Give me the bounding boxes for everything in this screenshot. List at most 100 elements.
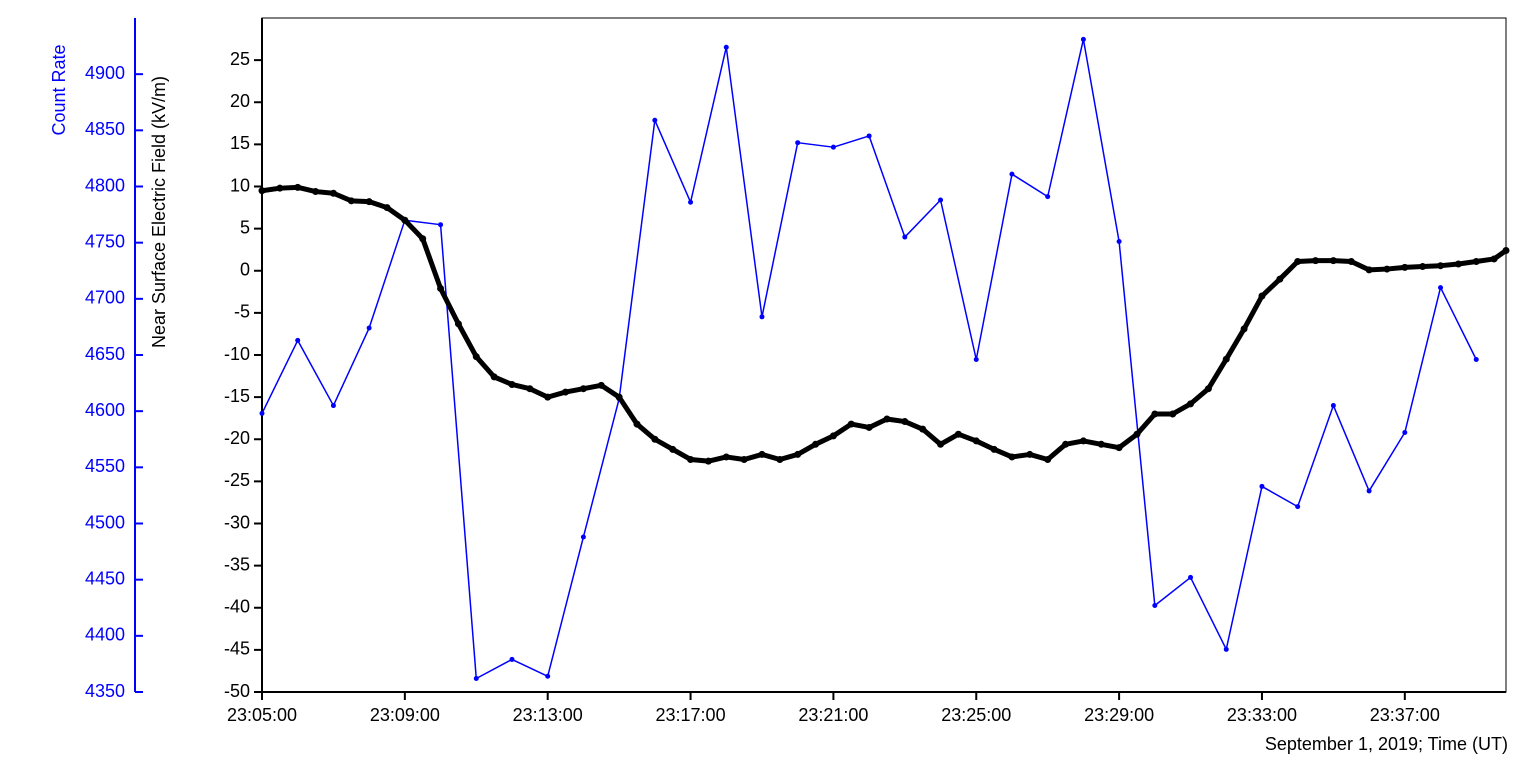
- data-point: [1330, 403, 1336, 409]
- data-point: [544, 393, 552, 401]
- data-point: [1079, 437, 1087, 445]
- data-point: [1437, 262, 1445, 270]
- data-point: [276, 184, 284, 192]
- data-point: [1116, 239, 1122, 245]
- data-point: [954, 430, 962, 438]
- data-point: [365, 198, 373, 206]
- x-tick-label: 23:05:00: [227, 705, 297, 725]
- data-point: [1312, 257, 1320, 265]
- data-point: [1187, 400, 1195, 408]
- data-point: [1008, 453, 1016, 461]
- data-point: [1152, 603, 1158, 609]
- data-point: [1026, 450, 1034, 458]
- data-point: [847, 420, 855, 428]
- data-point: [580, 534, 586, 540]
- data-point: [723, 44, 729, 50]
- data-point: [1222, 355, 1230, 363]
- data-point: [1097, 440, 1105, 448]
- data-point: [633, 420, 641, 428]
- data-point: [1295, 504, 1301, 510]
- data-point: [669, 445, 677, 453]
- data-point: [1169, 410, 1177, 418]
- data-point: [1402, 430, 1408, 436]
- data-point: [1276, 275, 1284, 283]
- data-point: [330, 403, 336, 409]
- x-tick-label: 23:37:00: [1370, 705, 1440, 725]
- y2-tick-label: 4350: [85, 681, 125, 701]
- data-point: [438, 222, 444, 228]
- data-point: [526, 385, 534, 393]
- data-point: [1133, 430, 1141, 438]
- y-tick-label: -20: [224, 428, 250, 448]
- y2-tick-label: 4400: [85, 625, 125, 645]
- data-point: [776, 455, 784, 463]
- data-point: [562, 388, 570, 396]
- y2-tick-label: 4700: [85, 288, 125, 308]
- y2-tick-label: 4450: [85, 568, 125, 588]
- data-point: [1240, 325, 1248, 333]
- data-point: [615, 393, 623, 401]
- data-point: [687, 455, 695, 463]
- y-tick-label: 10: [230, 175, 250, 195]
- data-point: [829, 432, 837, 440]
- data-point: [1366, 488, 1372, 494]
- plot-frame: [261, 17, 1507, 693]
- data-point: [830, 144, 836, 150]
- y-tick-label: -40: [224, 597, 250, 617]
- data-point: [597, 381, 605, 389]
- data-point: [1294, 257, 1302, 265]
- y-tick-label: -10: [224, 344, 250, 364]
- y-tick-label: -30: [224, 512, 250, 532]
- data-point: [1009, 171, 1015, 177]
- data-point: [419, 235, 427, 243]
- data-point: [740, 455, 748, 463]
- data-point: [1329, 257, 1337, 265]
- data-point: [294, 183, 302, 191]
- data-point: [973, 356, 979, 362]
- data-point: [938, 197, 944, 203]
- data-point: [1204, 385, 1212, 393]
- y-tick-label: -50: [224, 681, 250, 701]
- data-point: [545, 673, 551, 679]
- x-tick-label: 23:29:00: [1084, 705, 1154, 725]
- y2-tick-label: 4500: [85, 512, 125, 532]
- data-point: [258, 187, 266, 195]
- data-point: [1347, 257, 1355, 265]
- y-tick-label: -15: [224, 386, 250, 406]
- x-tick-label: 23:17:00: [656, 705, 726, 725]
- data-point: [1419, 263, 1427, 271]
- x-tick-label: 23:21:00: [798, 705, 868, 725]
- data-point: [1151, 410, 1159, 418]
- y2-tick-label: 4800: [85, 175, 125, 195]
- y2-tick-label: 4900: [85, 63, 125, 83]
- data-point: [295, 337, 301, 343]
- data-point: [508, 380, 516, 388]
- data-point: [902, 234, 908, 240]
- data-point: [437, 284, 445, 292]
- data-point: [366, 325, 372, 331]
- data-point: [1044, 455, 1052, 463]
- y-tick-label: -5: [234, 302, 250, 322]
- data-point: [473, 676, 479, 682]
- data-point: [1473, 356, 1479, 362]
- data-point: [1115, 444, 1123, 452]
- y-axis-label: Near Surface Electric Field (kV/m): [149, 76, 169, 348]
- y-tick-label: 20: [230, 91, 250, 111]
- data-point: [651, 435, 659, 443]
- data-point: [990, 445, 998, 453]
- y-tick-label: 0: [240, 260, 250, 280]
- data-point: [329, 189, 337, 197]
- data-point: [1365, 266, 1373, 274]
- data-point: [579, 385, 587, 393]
- x-axis-label: September 1, 2019; Time (UT): [1265, 734, 1508, 754]
- data-point: [652, 117, 658, 123]
- y2-tick-label: 4650: [85, 344, 125, 364]
- y-tick-label: 25: [230, 49, 250, 69]
- data-point: [383, 204, 391, 212]
- y-tick-label: 5: [240, 217, 250, 237]
- x-tick-label: 23:13:00: [513, 705, 583, 725]
- data-point: [865, 423, 873, 431]
- data-point: [794, 450, 802, 458]
- data-point: [1259, 483, 1265, 489]
